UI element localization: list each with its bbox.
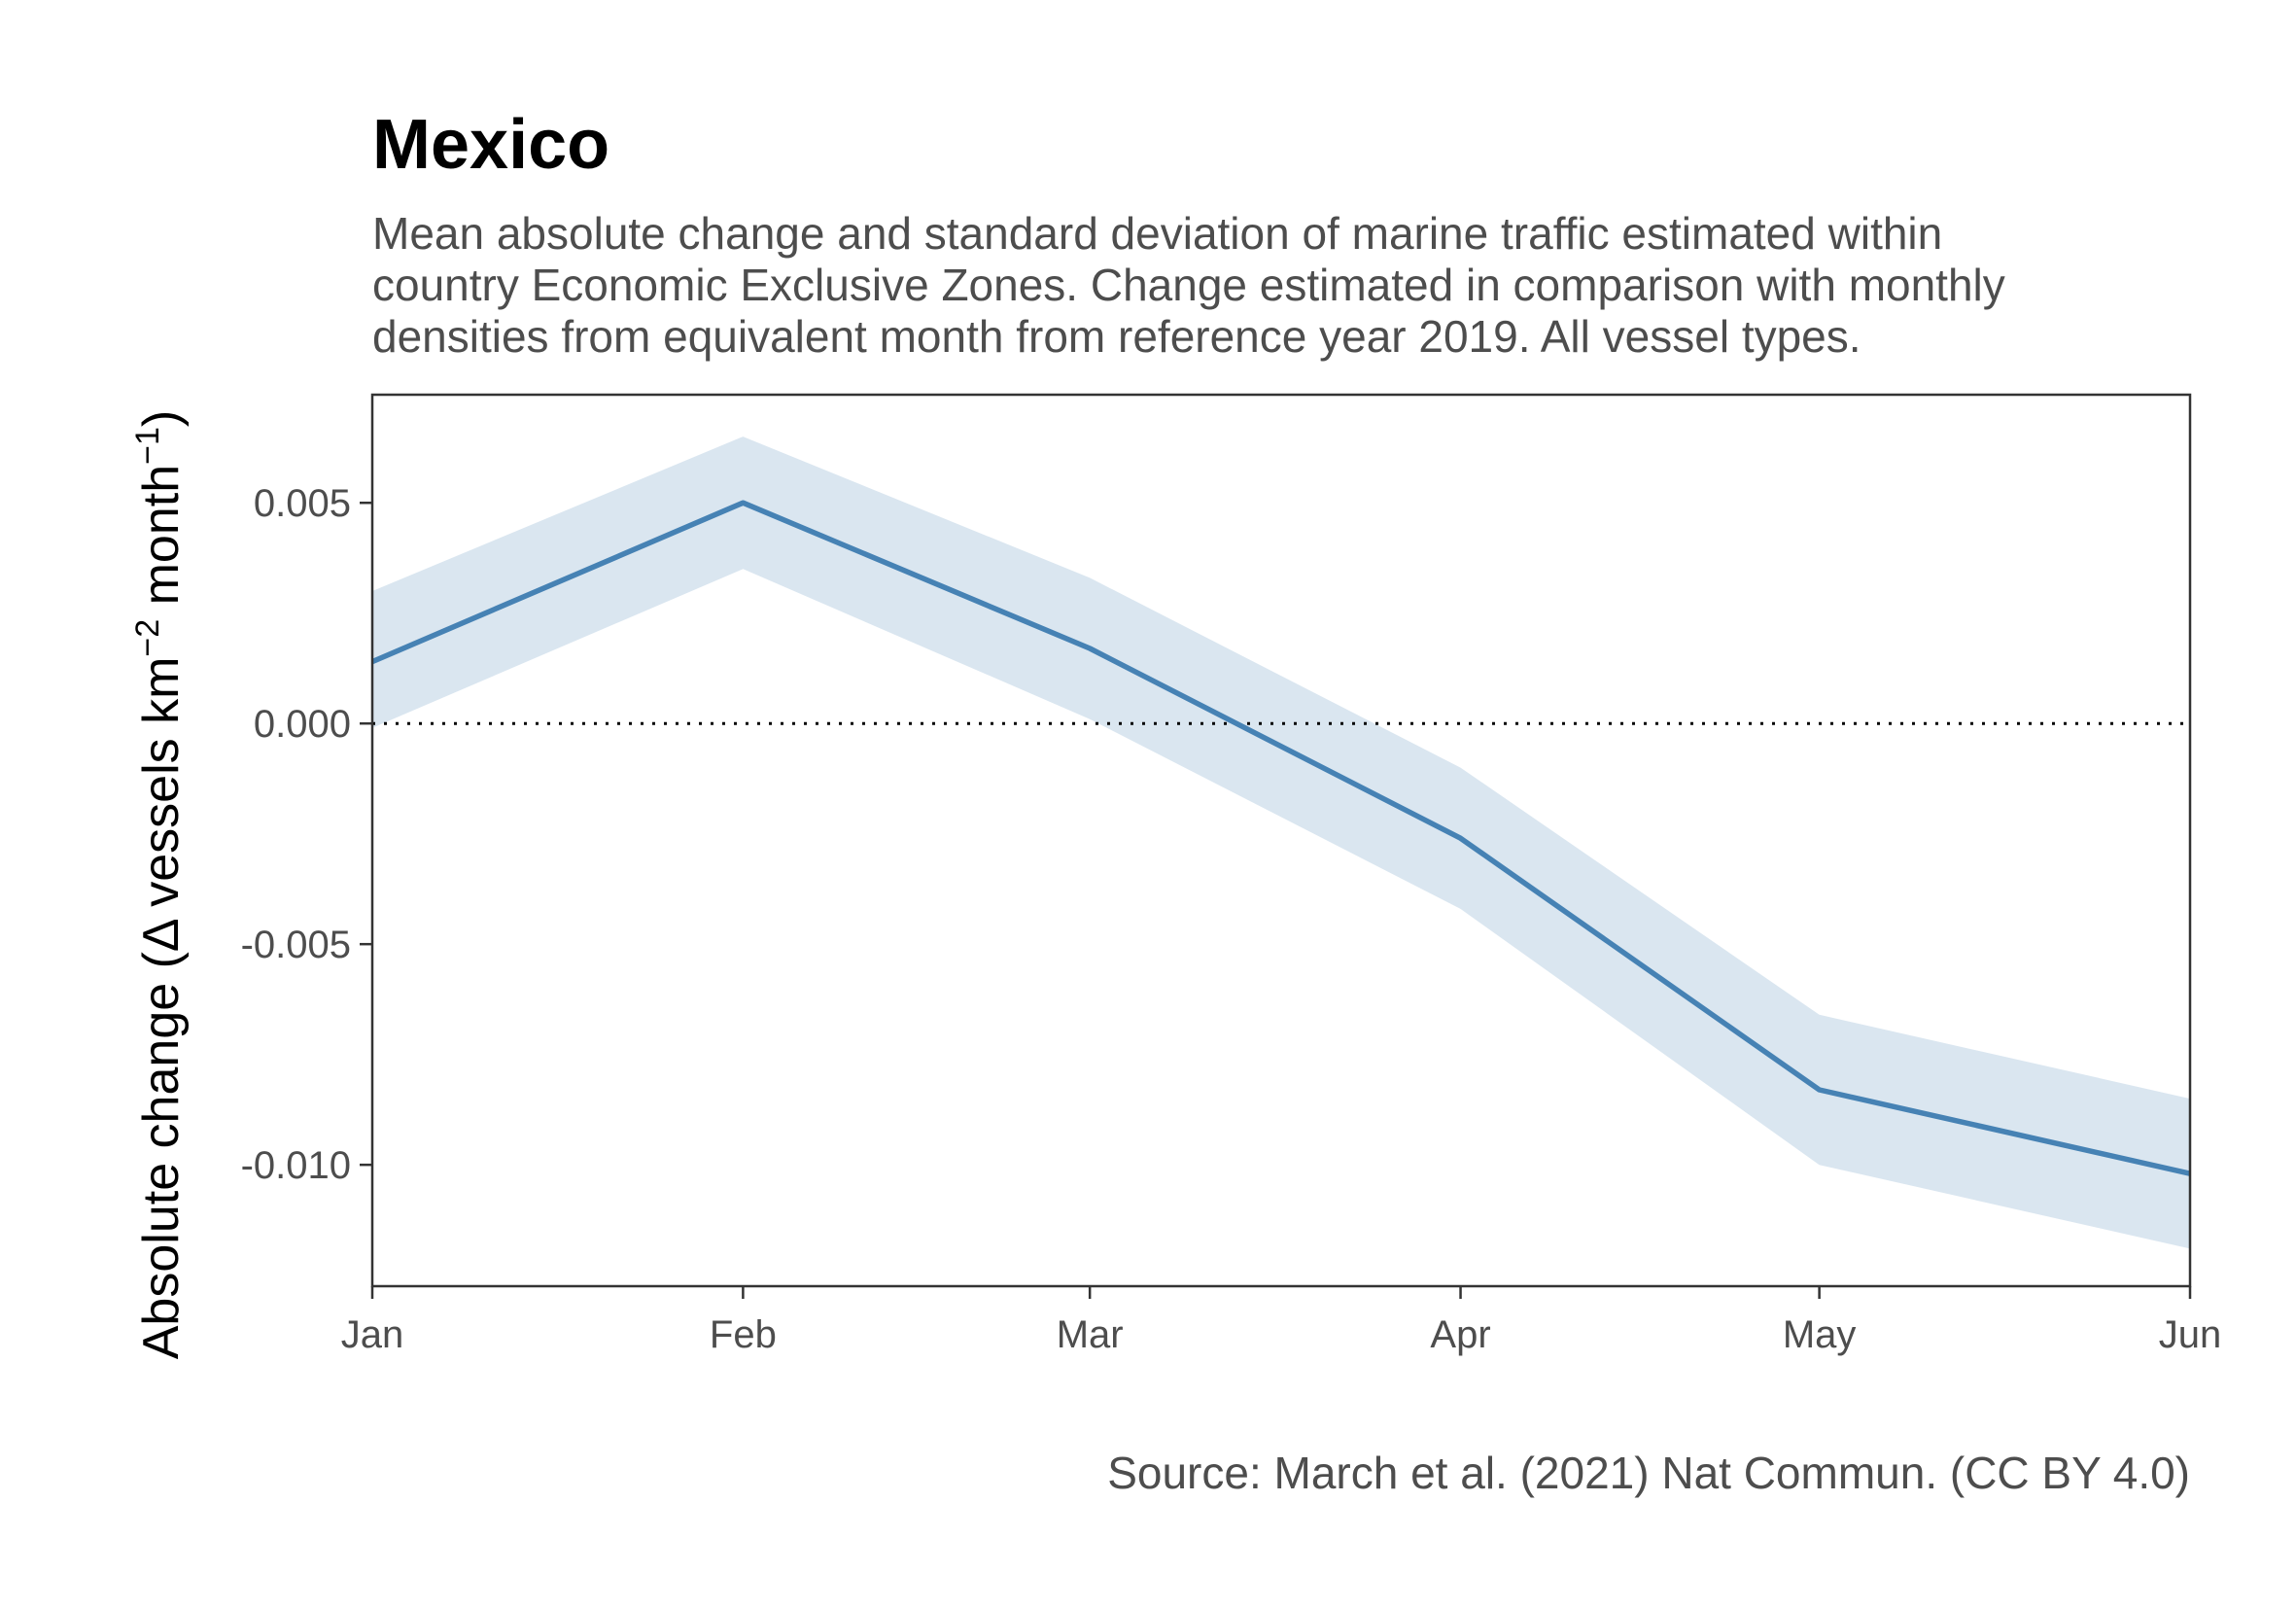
plot-area: 0.005 0.000 -0.005 -0.010 Jan Feb Mar Apr May Jun xyxy=(241,393,2222,1356)
chart-caption: Source: March et al. (2021) Nat Commun. … xyxy=(1107,1448,2190,1498)
x-tick-label: Jun xyxy=(2159,1313,2222,1356)
plot-panel-border xyxy=(370,393,2192,1288)
x-tick-label: May xyxy=(1783,1313,1857,1356)
y-axis-title-prefix: Absolute change (Δ vessels km xyxy=(133,657,190,1360)
x-tick-label: Apr xyxy=(1430,1313,1490,1356)
chart-title: Mexico xyxy=(372,106,609,184)
sd-ribbon xyxy=(372,437,2190,1249)
y-axis-title: Absolute change (Δ vessels km−2 month−1) xyxy=(129,410,190,1360)
y-tick-label: -0.005 xyxy=(241,924,351,966)
x-tick-label: Mar xyxy=(1057,1313,1124,1356)
chart-subtitle-line-2: country Economic Exclusive Zones. Change… xyxy=(372,260,2005,310)
y-tick-label: 0.005 xyxy=(254,482,351,525)
x-tick-label: Jan xyxy=(341,1313,404,1356)
y-tick-label: 0.000 xyxy=(254,703,351,746)
chart-subtitle-line-1: Mean absolute change and standard deviat… xyxy=(372,208,1942,259)
y-tick-label: -0.010 xyxy=(241,1144,351,1187)
y-axis-title-suffix: ) xyxy=(133,410,190,427)
y-axis-title-superscript-2: −1 xyxy=(129,427,166,465)
chart-subtitle-line-3: densities from equivalent month from ref… xyxy=(372,311,1861,362)
y-axis-title-superscript-1: −2 xyxy=(129,619,166,657)
y-axis-title-middle: month xyxy=(133,465,190,619)
mean-change-line xyxy=(370,500,2191,1176)
x-tick-label: Feb xyxy=(710,1313,777,1356)
